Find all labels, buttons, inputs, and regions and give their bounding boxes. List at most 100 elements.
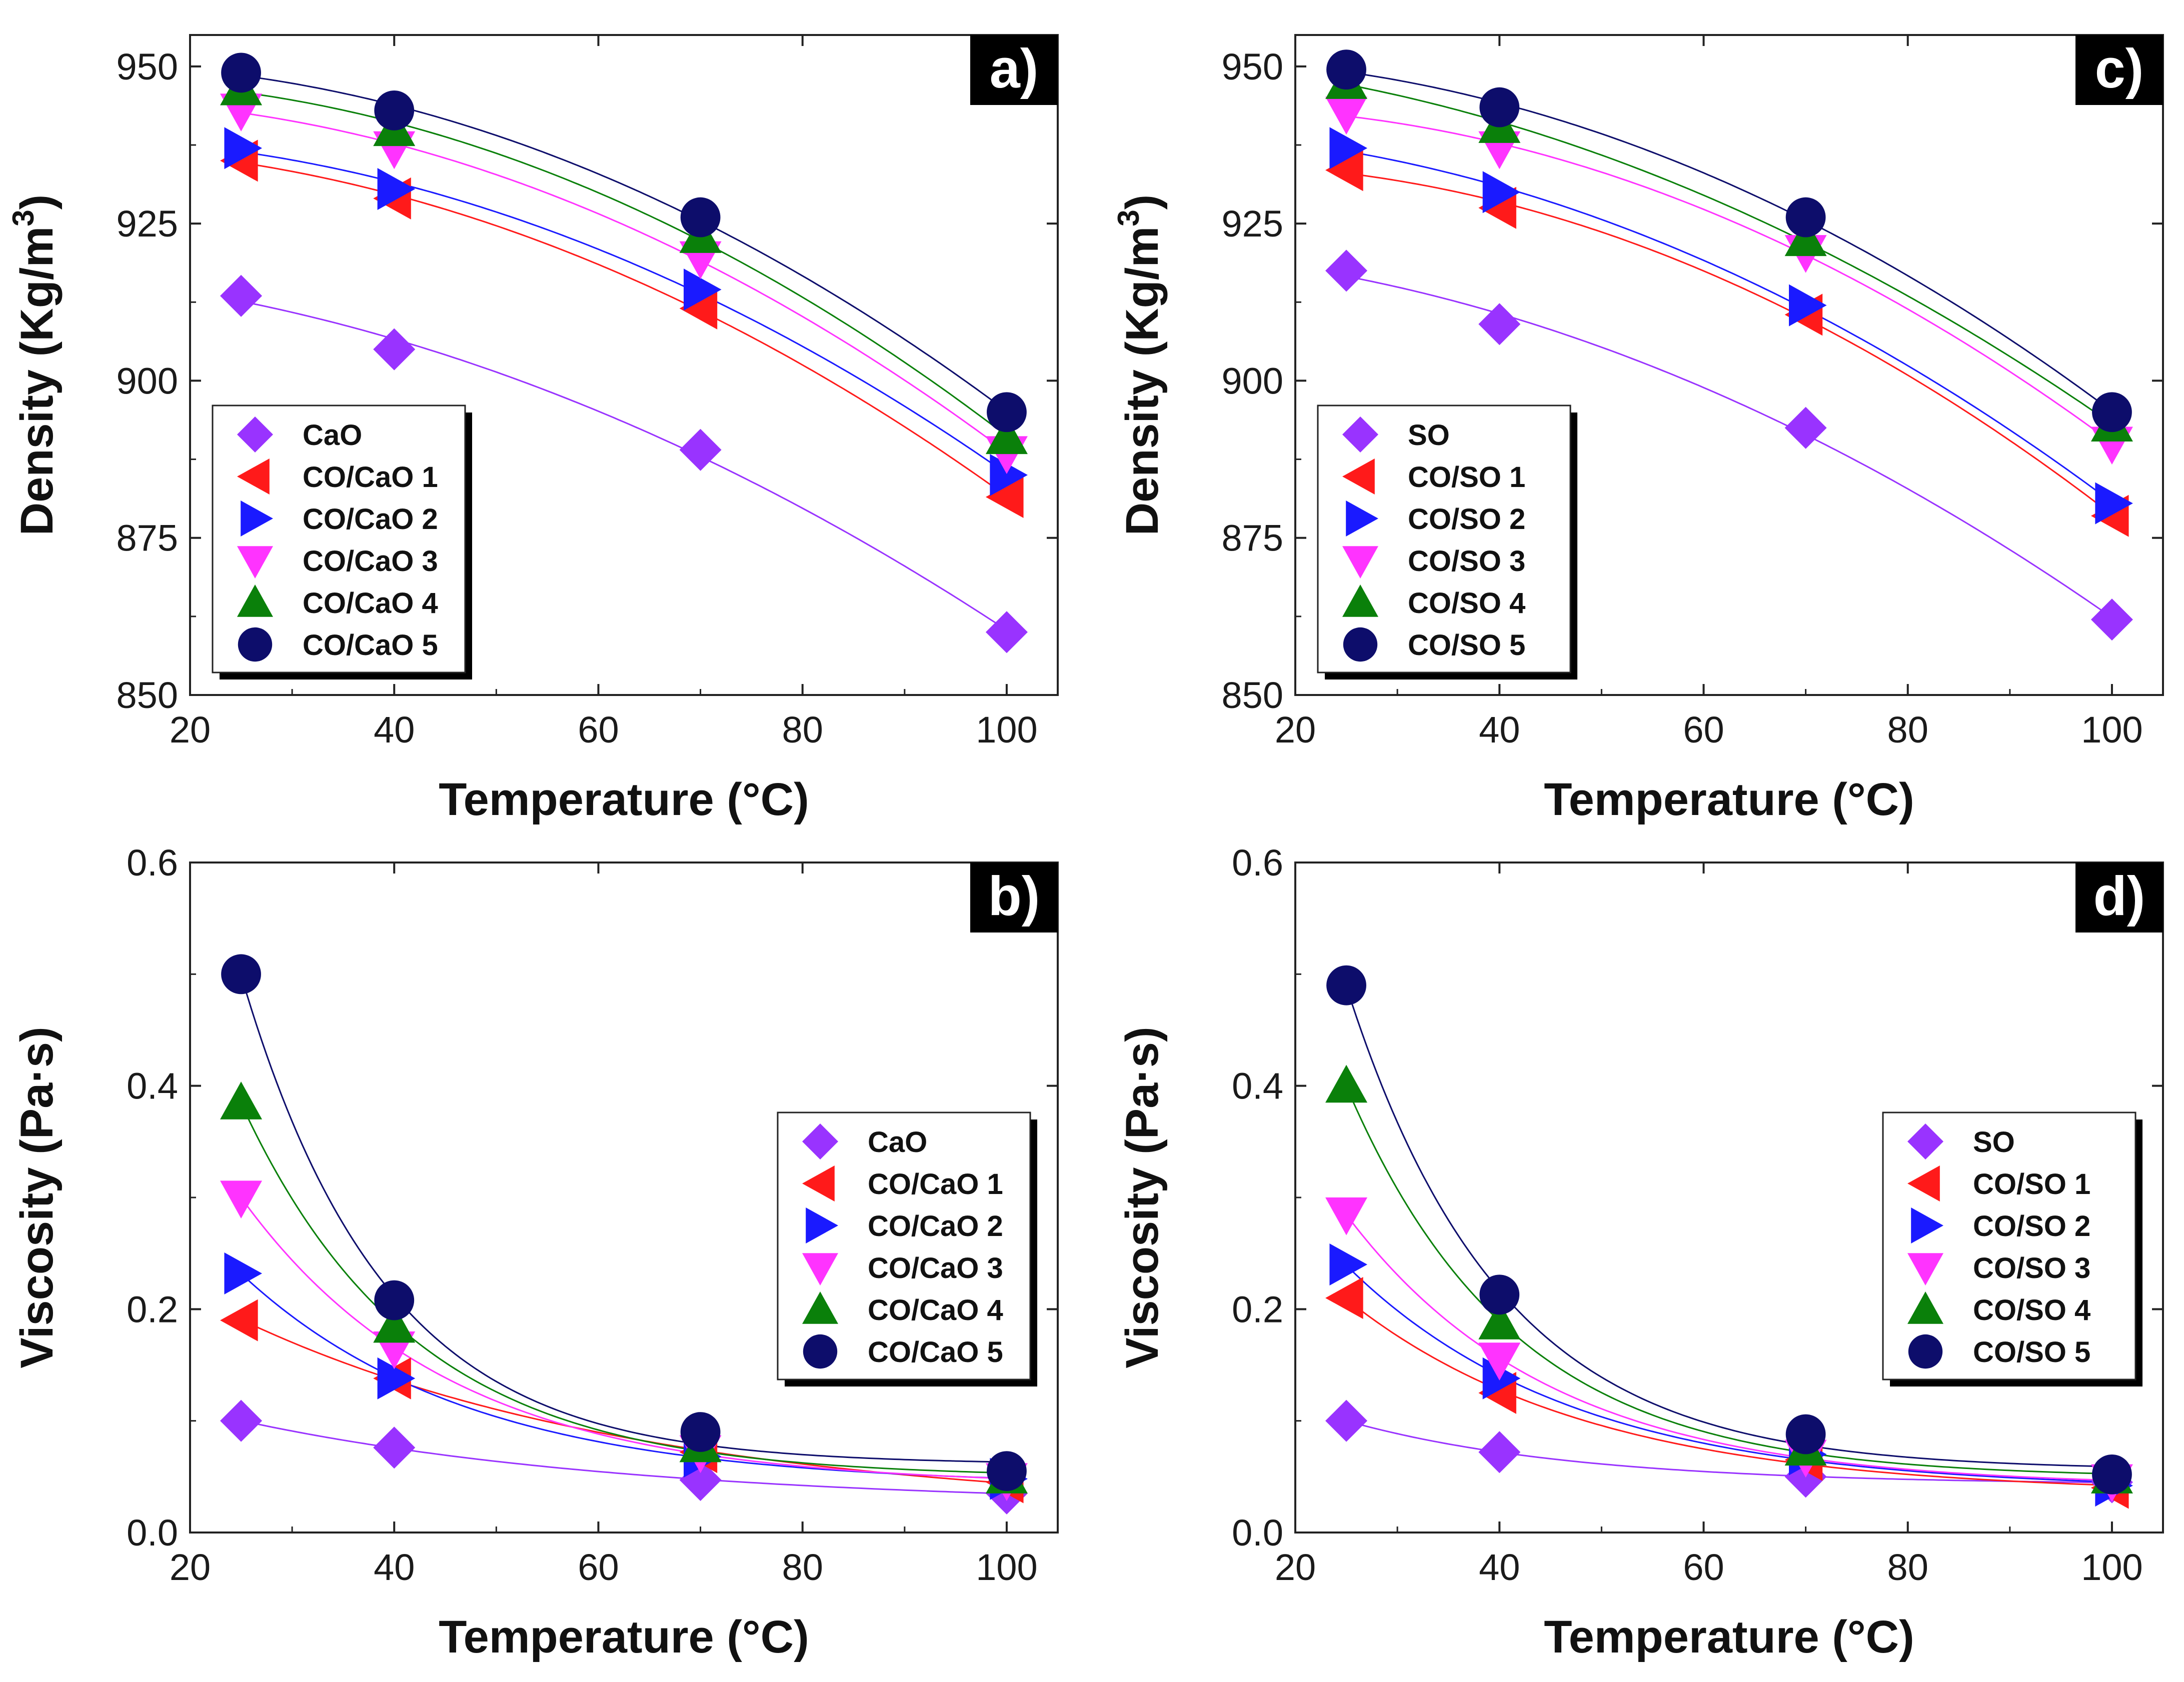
data-point-co-so-2 [1482, 1357, 1521, 1400]
data-point-co-cao-3 [220, 1180, 263, 1218]
legend-marker [802, 1124, 838, 1160]
data-point-co-cao-1 [985, 476, 1024, 518]
x-tick-label: 20 [1275, 709, 1316, 750]
fit-line-co-so-4 [1345, 1086, 2112, 1475]
data-point-co-cao-2 [990, 454, 1028, 496]
fit-line-co-cao-4 [240, 1103, 1007, 1474]
panel-label: b) [988, 866, 1040, 927]
data-point-co-so-5 [1785, 197, 1826, 238]
data-point-co-so-2 [1482, 171, 1521, 214]
fit-line-co-so-2 [1346, 150, 2112, 503]
data-point-so [1478, 303, 1521, 346]
data-point-co-cao-2 [224, 127, 263, 170]
data-point-co-cao-5 [374, 90, 415, 130]
plot-frame [189, 34, 1059, 696]
legend-label: CO/CaO 5 [303, 629, 438, 662]
data-point-co-cao-1 [220, 1299, 258, 1342]
data-point-co-so-5 [1479, 1274, 1520, 1315]
legend-marker [241, 500, 273, 536]
legend-label: CO/SO 1 [1408, 461, 1525, 494]
y-axis-title: Density (Kg/m3) [7, 194, 63, 536]
fit-line-co-cao-4 [241, 91, 1007, 436]
fit-line-so [1346, 276, 2112, 618]
data-point-co-so-5 [2092, 392, 2132, 432]
legend-label: CO/SO 2 [1408, 503, 1525, 536]
data-point-co-so-3 [1325, 1197, 1368, 1236]
legend-marker [1342, 546, 1378, 578]
data-point-co-so-2 [1788, 284, 1827, 326]
x-tick-label: 80 [1887, 709, 1928, 750]
legend-marker [803, 1334, 838, 1369]
x-tick-label: 60 [578, 1546, 619, 1588]
legend-label: CO/CaO 2 [303, 503, 438, 536]
legend-label: CO/SO 2 [1973, 1210, 2090, 1242]
data-point-so [1325, 250, 1368, 292]
legend-label: CO/SO 4 [1408, 587, 1525, 620]
y-tick-label: 925 [117, 203, 178, 244]
y-tick-label: 0.6 [1232, 842, 1283, 884]
data-point-co-so-2 [2095, 482, 2133, 524]
data-point-co-cao-5 [987, 1451, 1027, 1492]
legend-label: CO/CaO 1 [303, 461, 438, 494]
y-tick-label: 0.0 [127, 1512, 178, 1554]
data-point-co-so-5 [2092, 1454, 2132, 1494]
legend-label: CO/SO 3 [1408, 545, 1525, 578]
y-tick-label: 0.2 [127, 1288, 178, 1330]
legend-marker [238, 627, 273, 662]
x-tick-label: 40 [1479, 709, 1520, 750]
y-tick-label: 850 [117, 674, 178, 716]
y-axis-title-main: Viscosity (Pa·s) [1117, 1026, 1168, 1368]
y-tick-label: 875 [117, 518, 178, 559]
fit-line-co-so-1 [1346, 1298, 2112, 1486]
legend-marker [802, 1292, 838, 1324]
data-point-co-so-5 [1785, 1414, 1826, 1454]
legend: SO CO/SO 1 CO/SO 2 CO/SO 3 CO/SO 4 CO/SO 5 [1882, 1112, 2142, 1386]
y-tick-label: 900 [117, 360, 178, 402]
y-tick-label: 0.4 [127, 1066, 178, 1107]
legend-label: SO [1973, 1126, 2015, 1158]
data-point-co-cao-4 [220, 1082, 263, 1120]
legend-marker [237, 584, 273, 617]
y-tick-label: 950 [117, 46, 178, 88]
legend-label: CO/SO 5 [1973, 1336, 2090, 1368]
fit-line-co-so-2 [1346, 1264, 2112, 1483]
y-axis-title-superscript: 3 [7, 210, 40, 226]
chart-panel-c: 20 40 60 80 100 850 875 900 925 950 Temperature (°… [1112, 34, 2164, 825]
data-point-cao [679, 428, 722, 471]
x-tick-label: 20 [1275, 1546, 1316, 1588]
plot-frame [1294, 34, 2164, 696]
legend-marker [1907, 1166, 1940, 1202]
fit-line-co-cao-3 [241, 112, 1007, 453]
x-axis-title: Temperature (°C) [439, 1612, 809, 1662]
data-point-co-so-1 [1325, 1277, 1363, 1319]
y-axis-title-superscript: 3 [1112, 210, 1145, 226]
data-point-co-so-2 [1329, 1244, 1368, 1286]
fit-line-so [1346, 1420, 2112, 1484]
legend: CaO CO/CaO 1 CO/CaO 2 CO/CaO 3 CO/CaO 4 CO/Ca… [212, 404, 472, 680]
data-point-cao [220, 1400, 263, 1442]
x-tick-label: 20 [170, 709, 211, 750]
legend-label: CO/SO 5 [1408, 629, 1525, 662]
data-point-co-cao-5 [221, 954, 261, 994]
legend-marker [237, 546, 273, 578]
legend-marker [1907, 1124, 1943, 1160]
legend-marker [806, 1208, 838, 1244]
panel-label: d) [2093, 866, 2145, 927]
y-tick-label: 850 [1222, 674, 1283, 716]
data-point-so [2090, 598, 2133, 641]
legend-marker [1342, 458, 1375, 494]
y-tick-label: 0.6 [127, 842, 178, 884]
y-axis-title: Viscosity (Pa·s) [12, 1026, 63, 1368]
data-point-co-cao-4 [985, 416, 1028, 454]
fit-line-co-cao-5 [241, 74, 1007, 412]
x-tick-label: 60 [1683, 709, 1724, 750]
legend-marker [237, 416, 273, 452]
legend-label: CO/CaO 1 [868, 1168, 1003, 1200]
y-tick-label: 0.0 [1232, 1512, 1283, 1554]
y-tick-label: 950 [1222, 46, 1283, 88]
data-point-co-so-3 [1325, 96, 1368, 135]
data-point-co-cao-4 [373, 1304, 416, 1343]
data-point-co-cao-5 [221, 52, 261, 93]
legend-marker [1911, 1208, 1943, 1244]
